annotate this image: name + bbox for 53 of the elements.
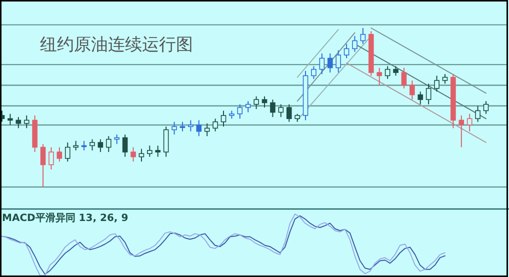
candlestick (220, 110, 226, 128)
candlestick (90, 138, 95, 151)
candlestick (155, 145, 161, 158)
candlestick (40, 144, 46, 188)
candlestick (327, 52, 333, 74)
candlestick (483, 100, 489, 114)
candlestick (262, 96, 268, 108)
candlestick (458, 114, 464, 148)
candlestick (56, 146, 62, 162)
candlestick (98, 138, 104, 153)
candlestick (426, 83, 432, 105)
candlestick (16, 116, 22, 129)
candlestick (384, 66, 390, 80)
candlestick (237, 104, 243, 120)
candlestick (138, 148, 144, 162)
candlestick (352, 35, 358, 52)
candlestick (212, 118, 218, 132)
candlestick (254, 96, 259, 110)
candlestick (336, 50, 341, 74)
candlestick (106, 136, 112, 153)
chart-title: MACD平滑异同 13, 26, 9 (2, 212, 128, 224)
candlestick (24, 114, 30, 129)
candlestick (410, 80, 415, 100)
candlestick (401, 67, 407, 89)
candlestick (196, 120, 202, 137)
candlestick (180, 121, 186, 132)
candlestick (418, 91, 424, 105)
candlestick (64, 142, 70, 162)
candlestick (344, 43, 350, 59)
candlestick (130, 146, 136, 162)
candlestick (434, 75, 440, 92)
candlestick (8, 113, 13, 126)
candlestick (73, 140, 78, 151)
candlestick (163, 126, 169, 158)
candlestick (245, 100, 251, 113)
candlestick (360, 28, 366, 44)
candlestick (188, 120, 194, 132)
candlestick (319, 52, 325, 75)
candlestick (270, 99, 276, 118)
candlestick (122, 134, 128, 158)
candlestick (442, 74, 448, 84)
candlestick (172, 121, 177, 136)
candlestick (475, 105, 480, 122)
chart-title: 纽约原油连续运行图 (40, 35, 193, 55)
candlestick (48, 146, 54, 170)
candlestick (376, 67, 382, 86)
candlestick (393, 66, 398, 76)
candlestick (278, 104, 284, 118)
candlestick (114, 134, 120, 145)
candlestick (466, 113, 472, 132)
candlestick (147, 145, 152, 158)
candlestick (286, 104, 292, 122)
candlestick (311, 66, 316, 80)
